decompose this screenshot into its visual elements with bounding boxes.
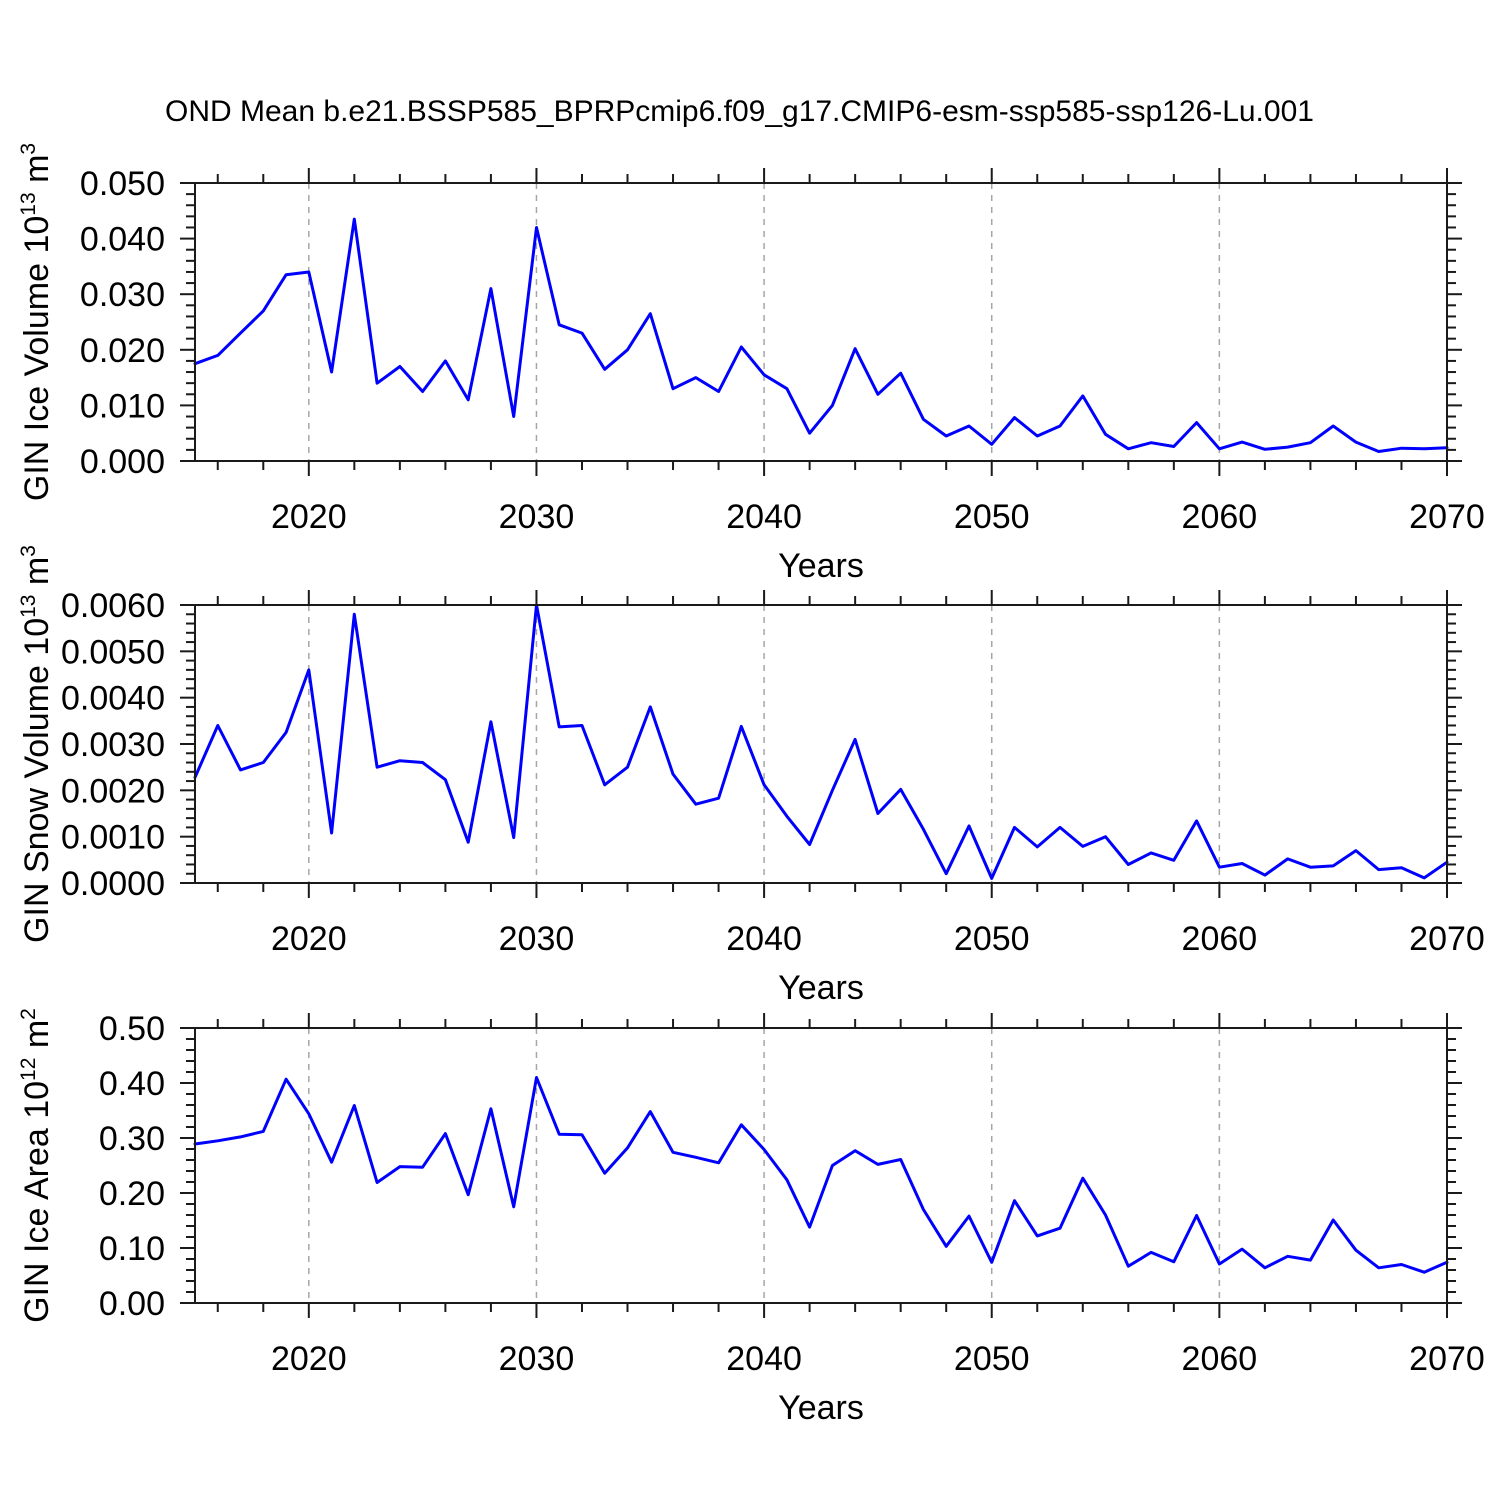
figure-title: OND Mean b.e21.BSSP585_BPRPcmip6.f09_g17… bbox=[165, 95, 1314, 128]
panel-2: 2020 2030 2040 2050 2060 2070 0.0000 0.0010 0.00… bbox=[17, 545, 1485, 1007]
axis-frame bbox=[194, 1027, 1448, 1304]
x-axis-title: Years bbox=[778, 969, 864, 1007]
x-tick-label: 2060 bbox=[1182, 498, 1258, 536]
y-tick-label: 0.0040 bbox=[61, 680, 165, 718]
x-tick-label: 2050 bbox=[954, 498, 1030, 536]
y-tick-label: 0.0050 bbox=[61, 633, 165, 671]
y-axis-title-sup: 3 bbox=[17, 545, 40, 557]
x-tick-label: 2070 bbox=[1409, 920, 1485, 958]
y-tick-label: 0.010 bbox=[80, 387, 165, 425]
y-tick-label: 0.20 bbox=[99, 1175, 165, 1213]
y-tick-label: 0.040 bbox=[80, 221, 165, 259]
x-tick-label: 2020 bbox=[271, 1340, 347, 1378]
y-tick-label: 0.10 bbox=[99, 1230, 165, 1268]
x-tick-label: 2040 bbox=[726, 498, 802, 536]
y-tick-label: 0.0060 bbox=[61, 587, 165, 625]
y-axis-title-part: GIN Ice Volume 10 bbox=[18, 216, 56, 501]
x-tick-label: 2020 bbox=[271, 498, 347, 536]
x-tick-label: 2030 bbox=[499, 498, 575, 536]
x-tick-label: 2070 bbox=[1409, 1340, 1485, 1378]
y-axis-title: GIN Ice Area 1012 m2 bbox=[17, 1008, 56, 1323]
y-tick-label: 0.00 bbox=[99, 1285, 165, 1323]
x-tick-label: 2020 bbox=[271, 920, 347, 958]
series-line bbox=[193, 603, 1449, 880]
y-tick-label: 0.40 bbox=[99, 1065, 165, 1103]
y-axis-title-part: GIN Snow Volume 10 bbox=[18, 618, 56, 943]
y-tick-label: 0.0030 bbox=[61, 726, 165, 764]
y-tick-label: 0.030 bbox=[80, 276, 165, 314]
panel-3: 2020 2030 2040 2050 2060 2070 0.00 0.10 0.20 0.30… bbox=[17, 1008, 1485, 1427]
y-axis-title-sup: 2 bbox=[17, 1008, 40, 1020]
y-tick-label: 0.020 bbox=[80, 332, 165, 370]
y-axis-title-part: m bbox=[18, 155, 56, 193]
y-axis-title-sup: 3 bbox=[17, 143, 40, 155]
y-tick-label: 0.50 bbox=[99, 1010, 165, 1048]
series-line bbox=[193, 217, 1449, 453]
y-tick-label: 0.050 bbox=[80, 165, 165, 203]
y-axis-title-part: GIN Ice Area 10 bbox=[18, 1081, 56, 1323]
axis-frame bbox=[194, 604, 1448, 884]
y-axis-title-sup: 13 bbox=[17, 595, 40, 618]
x-axis-title: Years bbox=[778, 547, 864, 585]
axis-frame bbox=[194, 182, 1448, 462]
x-tick-label: 2060 bbox=[1182, 920, 1258, 958]
x-tick-label: 2030 bbox=[499, 920, 575, 958]
y-tick-label: 0.0020 bbox=[61, 772, 165, 810]
series-line bbox=[193, 1076, 1449, 1274]
x-tick-label: 2030 bbox=[499, 1340, 575, 1378]
y-axis-title-part: m bbox=[18, 557, 56, 595]
x-tick-label: 2070 bbox=[1409, 498, 1485, 536]
y-axis-title-sup: 13 bbox=[17, 192, 40, 215]
x-tick-label: 2040 bbox=[726, 1340, 802, 1378]
panel-1: 2020 2030 2040 2050 2060 2070 0.000 0.010 0.020 0… bbox=[17, 143, 1485, 585]
x-tick-label: 2060 bbox=[1182, 1340, 1258, 1378]
y-axis-title: GIN Ice Volume 1013 m3 bbox=[17, 143, 56, 501]
y-axis-title: GIN Snow Volume 1013 m3 bbox=[17, 545, 56, 943]
x-tick-label: 2040 bbox=[726, 920, 802, 958]
y-axis-title-sup: 12 bbox=[17, 1058, 40, 1081]
x-tick-label: 2050 bbox=[954, 1340, 1030, 1378]
y-axis-title-part: m bbox=[18, 1020, 56, 1058]
y-tick-label: 0.0000 bbox=[61, 865, 165, 903]
y-tick-label: 0.0010 bbox=[61, 819, 165, 857]
y-tick-label: 0.30 bbox=[99, 1120, 165, 1158]
y-tick-label: 0.000 bbox=[80, 443, 165, 481]
x-axis-title: Years bbox=[778, 1389, 864, 1427]
x-tick-label: 2050 bbox=[954, 920, 1030, 958]
